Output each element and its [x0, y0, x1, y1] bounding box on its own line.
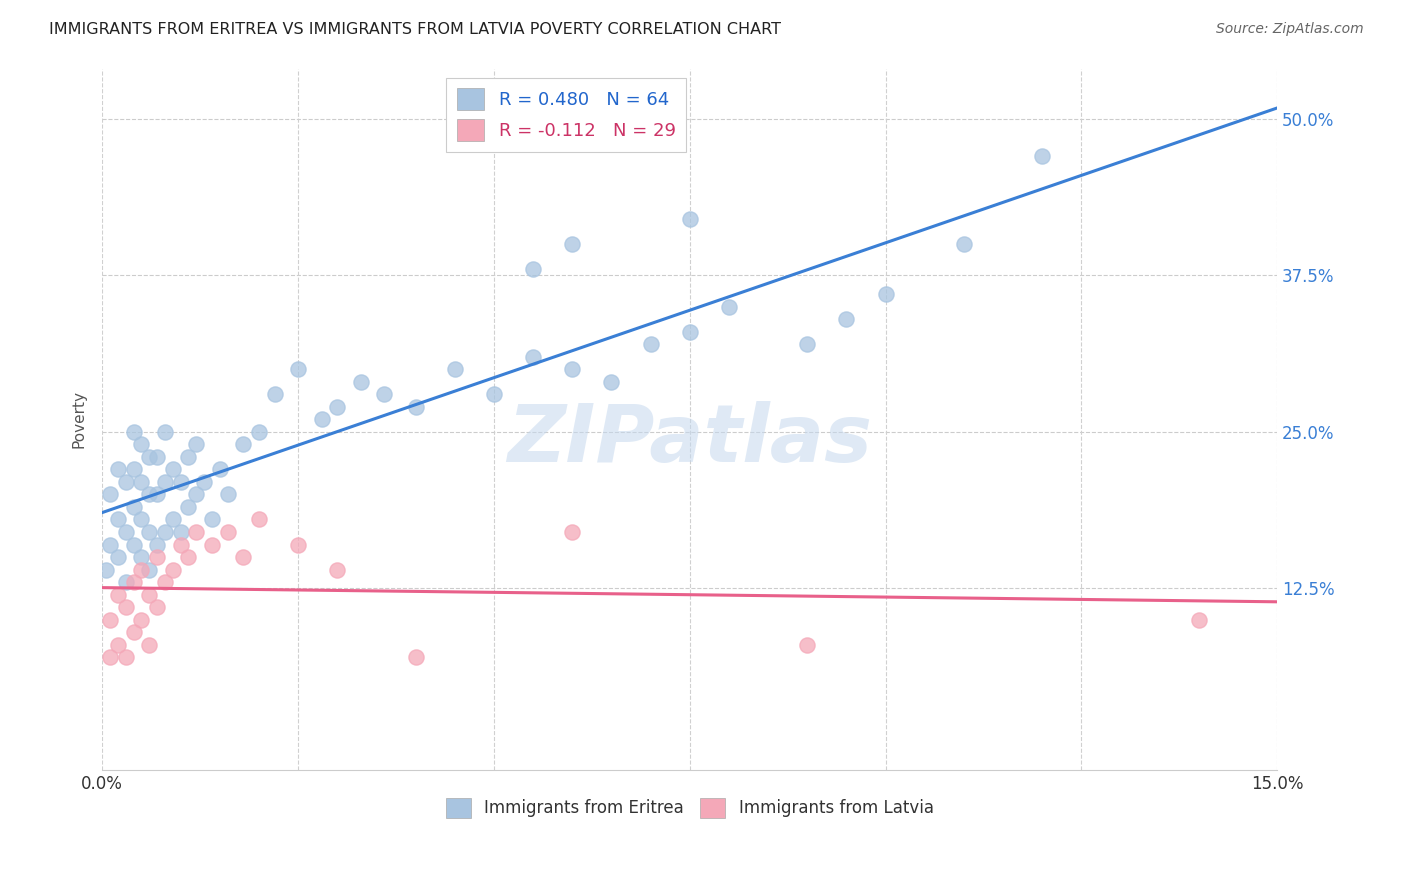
- Legend: Immigrants from Eritrea, Immigrants from Latvia: Immigrants from Eritrea, Immigrants from…: [439, 791, 941, 825]
- Point: [131, 512, 153, 526]
- Point: [122, 500, 145, 514]
- Point: [405, 400, 427, 414]
- Point: [561, 524, 583, 539]
- Point: [114, 524, 136, 539]
- Point: [146, 600, 169, 615]
- Point: [146, 537, 169, 551]
- Point: [287, 362, 309, 376]
- Point: [796, 638, 818, 652]
- Point: [153, 575, 176, 590]
- Y-axis label: Poverty: Poverty: [72, 391, 86, 449]
- Point: [114, 475, 136, 489]
- Point: [153, 524, 176, 539]
- Point: [146, 450, 169, 464]
- Point: [679, 325, 702, 339]
- Point: [326, 563, 349, 577]
- Point: [600, 375, 623, 389]
- Point: [522, 350, 544, 364]
- Point: [131, 437, 153, 451]
- Point: [311, 412, 333, 426]
- Point: [350, 375, 373, 389]
- Point: [98, 537, 121, 551]
- Point: [107, 512, 129, 526]
- Point: [98, 487, 121, 501]
- Point: [122, 537, 145, 551]
- Point: [640, 337, 662, 351]
- Point: [193, 475, 215, 489]
- Point: [162, 462, 184, 476]
- Point: [98, 613, 121, 627]
- Point: [1031, 149, 1053, 163]
- Point: [138, 563, 160, 577]
- Point: [107, 549, 129, 564]
- Point: [186, 487, 208, 501]
- Point: [835, 312, 858, 326]
- Point: [201, 512, 224, 526]
- Point: [287, 537, 309, 551]
- Point: [122, 462, 145, 476]
- Point: [146, 549, 169, 564]
- Point: [232, 549, 254, 564]
- Point: [153, 475, 176, 489]
- Point: [177, 500, 200, 514]
- Point: [796, 337, 818, 351]
- Point: [146, 487, 169, 501]
- Point: [162, 512, 184, 526]
- Point: [217, 524, 239, 539]
- Point: [131, 475, 153, 489]
- Point: [953, 236, 976, 251]
- Point: [122, 425, 145, 439]
- Point: [122, 575, 145, 590]
- Point: [138, 588, 160, 602]
- Point: [443, 362, 465, 376]
- Point: [208, 462, 231, 476]
- Point: [114, 650, 136, 665]
- Point: [169, 537, 191, 551]
- Text: Source: ZipAtlas.com: Source: ZipAtlas.com: [1216, 22, 1364, 37]
- Point: [717, 300, 740, 314]
- Point: [169, 524, 191, 539]
- Point: [162, 563, 184, 577]
- Point: [131, 613, 153, 627]
- Point: [138, 638, 160, 652]
- Point: [217, 487, 239, 501]
- Point: [122, 625, 145, 640]
- Point: [131, 549, 153, 564]
- Point: [114, 575, 136, 590]
- Point: [169, 475, 191, 489]
- Point: [138, 487, 160, 501]
- Point: [107, 638, 129, 652]
- Point: [201, 537, 224, 551]
- Point: [114, 600, 136, 615]
- Point: [94, 563, 117, 577]
- Text: IMMIGRANTS FROM ERITREA VS IMMIGRANTS FROM LATVIA POVERTY CORRELATION CHART: IMMIGRANTS FROM ERITREA VS IMMIGRANTS FR…: [49, 22, 782, 37]
- Point: [373, 387, 395, 401]
- Point: [247, 425, 270, 439]
- Point: [405, 650, 427, 665]
- Point: [177, 450, 200, 464]
- Point: [1188, 613, 1211, 627]
- Point: [131, 563, 153, 577]
- Point: [247, 512, 270, 526]
- Point: [875, 287, 897, 301]
- Point: [107, 462, 129, 476]
- Point: [561, 236, 583, 251]
- Point: [522, 262, 544, 277]
- Point: [138, 524, 160, 539]
- Point: [153, 425, 176, 439]
- Point: [263, 387, 285, 401]
- Point: [107, 588, 129, 602]
- Point: [679, 211, 702, 226]
- Point: [98, 650, 121, 665]
- Point: [177, 549, 200, 564]
- Point: [482, 387, 505, 401]
- Point: [186, 524, 208, 539]
- Point: [561, 362, 583, 376]
- Text: ZIPatlas: ZIPatlas: [508, 401, 872, 479]
- Point: [232, 437, 254, 451]
- Point: [186, 437, 208, 451]
- Point: [326, 400, 349, 414]
- Point: [138, 450, 160, 464]
